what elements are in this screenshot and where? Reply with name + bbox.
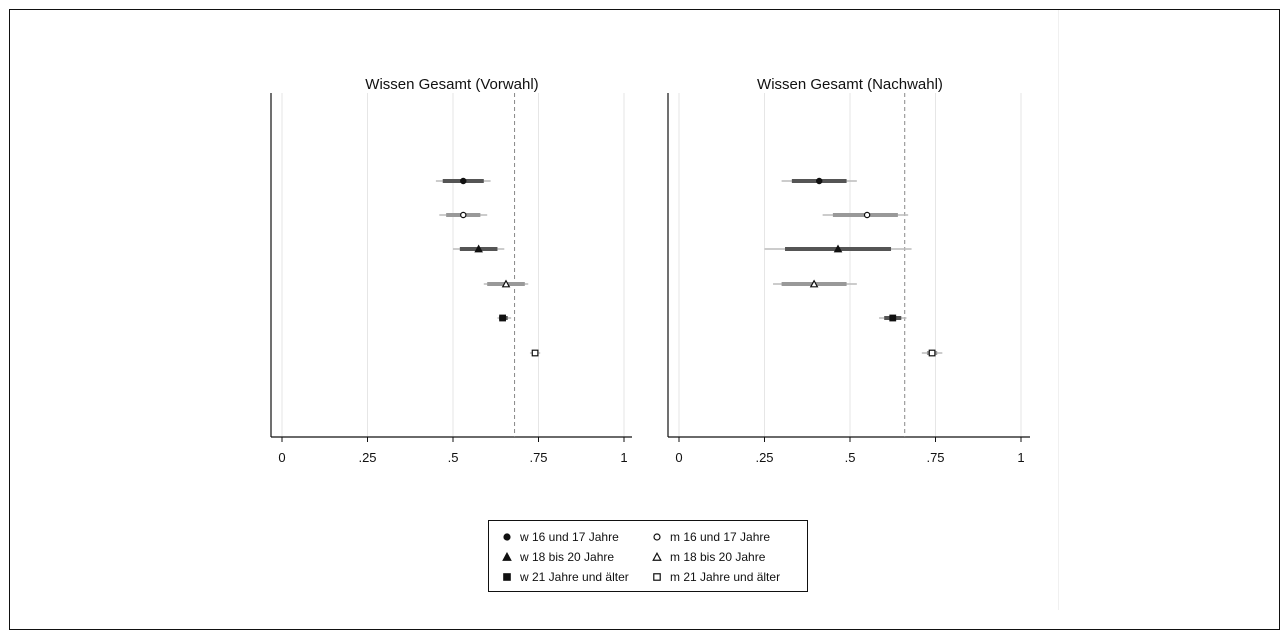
legend-label: w 16 und 17 Jahre [520,530,619,544]
legend-marker [502,551,512,561]
legend-item: w 18 bis 20 Jahre [501,549,614,565]
x-tick-label: 1 [1017,450,1024,465]
x-tick-label: .75 [926,450,944,465]
legend-label: m 21 Jahre und älter [670,570,781,584]
legend-item: w 16 und 17 Jahre [501,529,619,545]
point-estimate [531,349,539,357]
legend-marker-icon [653,533,661,541]
legend-item: w 21 Jahre und älter [501,569,629,585]
chart-title: Wissen Gesamt (Nachwahl) [757,76,943,93]
series-6 [529,349,541,357]
series-2 [822,211,909,219]
point-estimate [816,177,823,185]
series-3 [764,244,912,253]
series-3 [453,244,505,253]
figure-divider [1058,10,1059,610]
point-estimate [863,211,871,219]
legend-marker-icon [502,551,512,561]
x-tick-label: 0 [675,450,682,465]
point-estimate [833,244,843,253]
panel-2: Wissen Gesamt (Nachwahl) 0 .25 .5 .75 1 [667,76,1030,465]
series-5 [497,314,512,322]
legend-marker-icon [652,551,662,561]
series-4 [483,279,529,288]
legend-label: w 21 Jahre und älter [520,570,629,584]
legend-marker [652,551,662,561]
legend-item: m 16 und 17 Jahre [651,529,770,545]
series-6 [921,349,943,357]
chart-title: Wissen Gesamt (Vorwahl) [365,76,538,93]
legend-marker [503,533,511,541]
legend-marker-icon [503,573,511,581]
point-estimate [460,177,467,185]
legend-label: m 18 bis 20 Jahre [670,550,766,564]
legend-label: w 18 bis 20 Jahre [520,550,615,564]
x-tick-label: .25 [358,450,376,465]
legend-marker [653,533,661,541]
x-tick-label: .25 [755,450,773,465]
legend-item: m 18 bis 20 Jahre [651,549,765,565]
x-tick-label: .75 [529,450,547,465]
series-4 [773,279,857,288]
legend-marker-icon [503,533,511,541]
series-2 [439,211,488,219]
series-1 [781,177,857,185]
point-estimate [501,279,511,288]
point-estimate [474,244,483,253]
legend-label: m 16 und 17 Jahre [670,530,771,544]
x-tick-label: 1 [620,450,627,465]
series-5 [879,314,907,322]
point-estimate [809,279,819,288]
point-estimate [499,314,506,322]
legend: w 16 und 17 Jahre m 16 und 17 Jahre w 18 b… [488,520,808,592]
legend-marker-icon [653,573,661,581]
point-estimate [889,314,897,322]
point-estimate [928,349,936,357]
x-tick-label: 0 [278,450,285,465]
x-tick-label: .5 [845,450,856,465]
series-1 [435,177,491,185]
x-tick-label: .5 [448,450,459,465]
legend-marker [503,573,511,581]
legend-marker [653,573,661,581]
panel-1: Wissen Gesamt (Vorwahl) 0 .25 .5 .75 1 [270,76,632,465]
point-estimate [460,211,467,219]
legend-item: m 21 Jahre und älter [651,569,780,585]
